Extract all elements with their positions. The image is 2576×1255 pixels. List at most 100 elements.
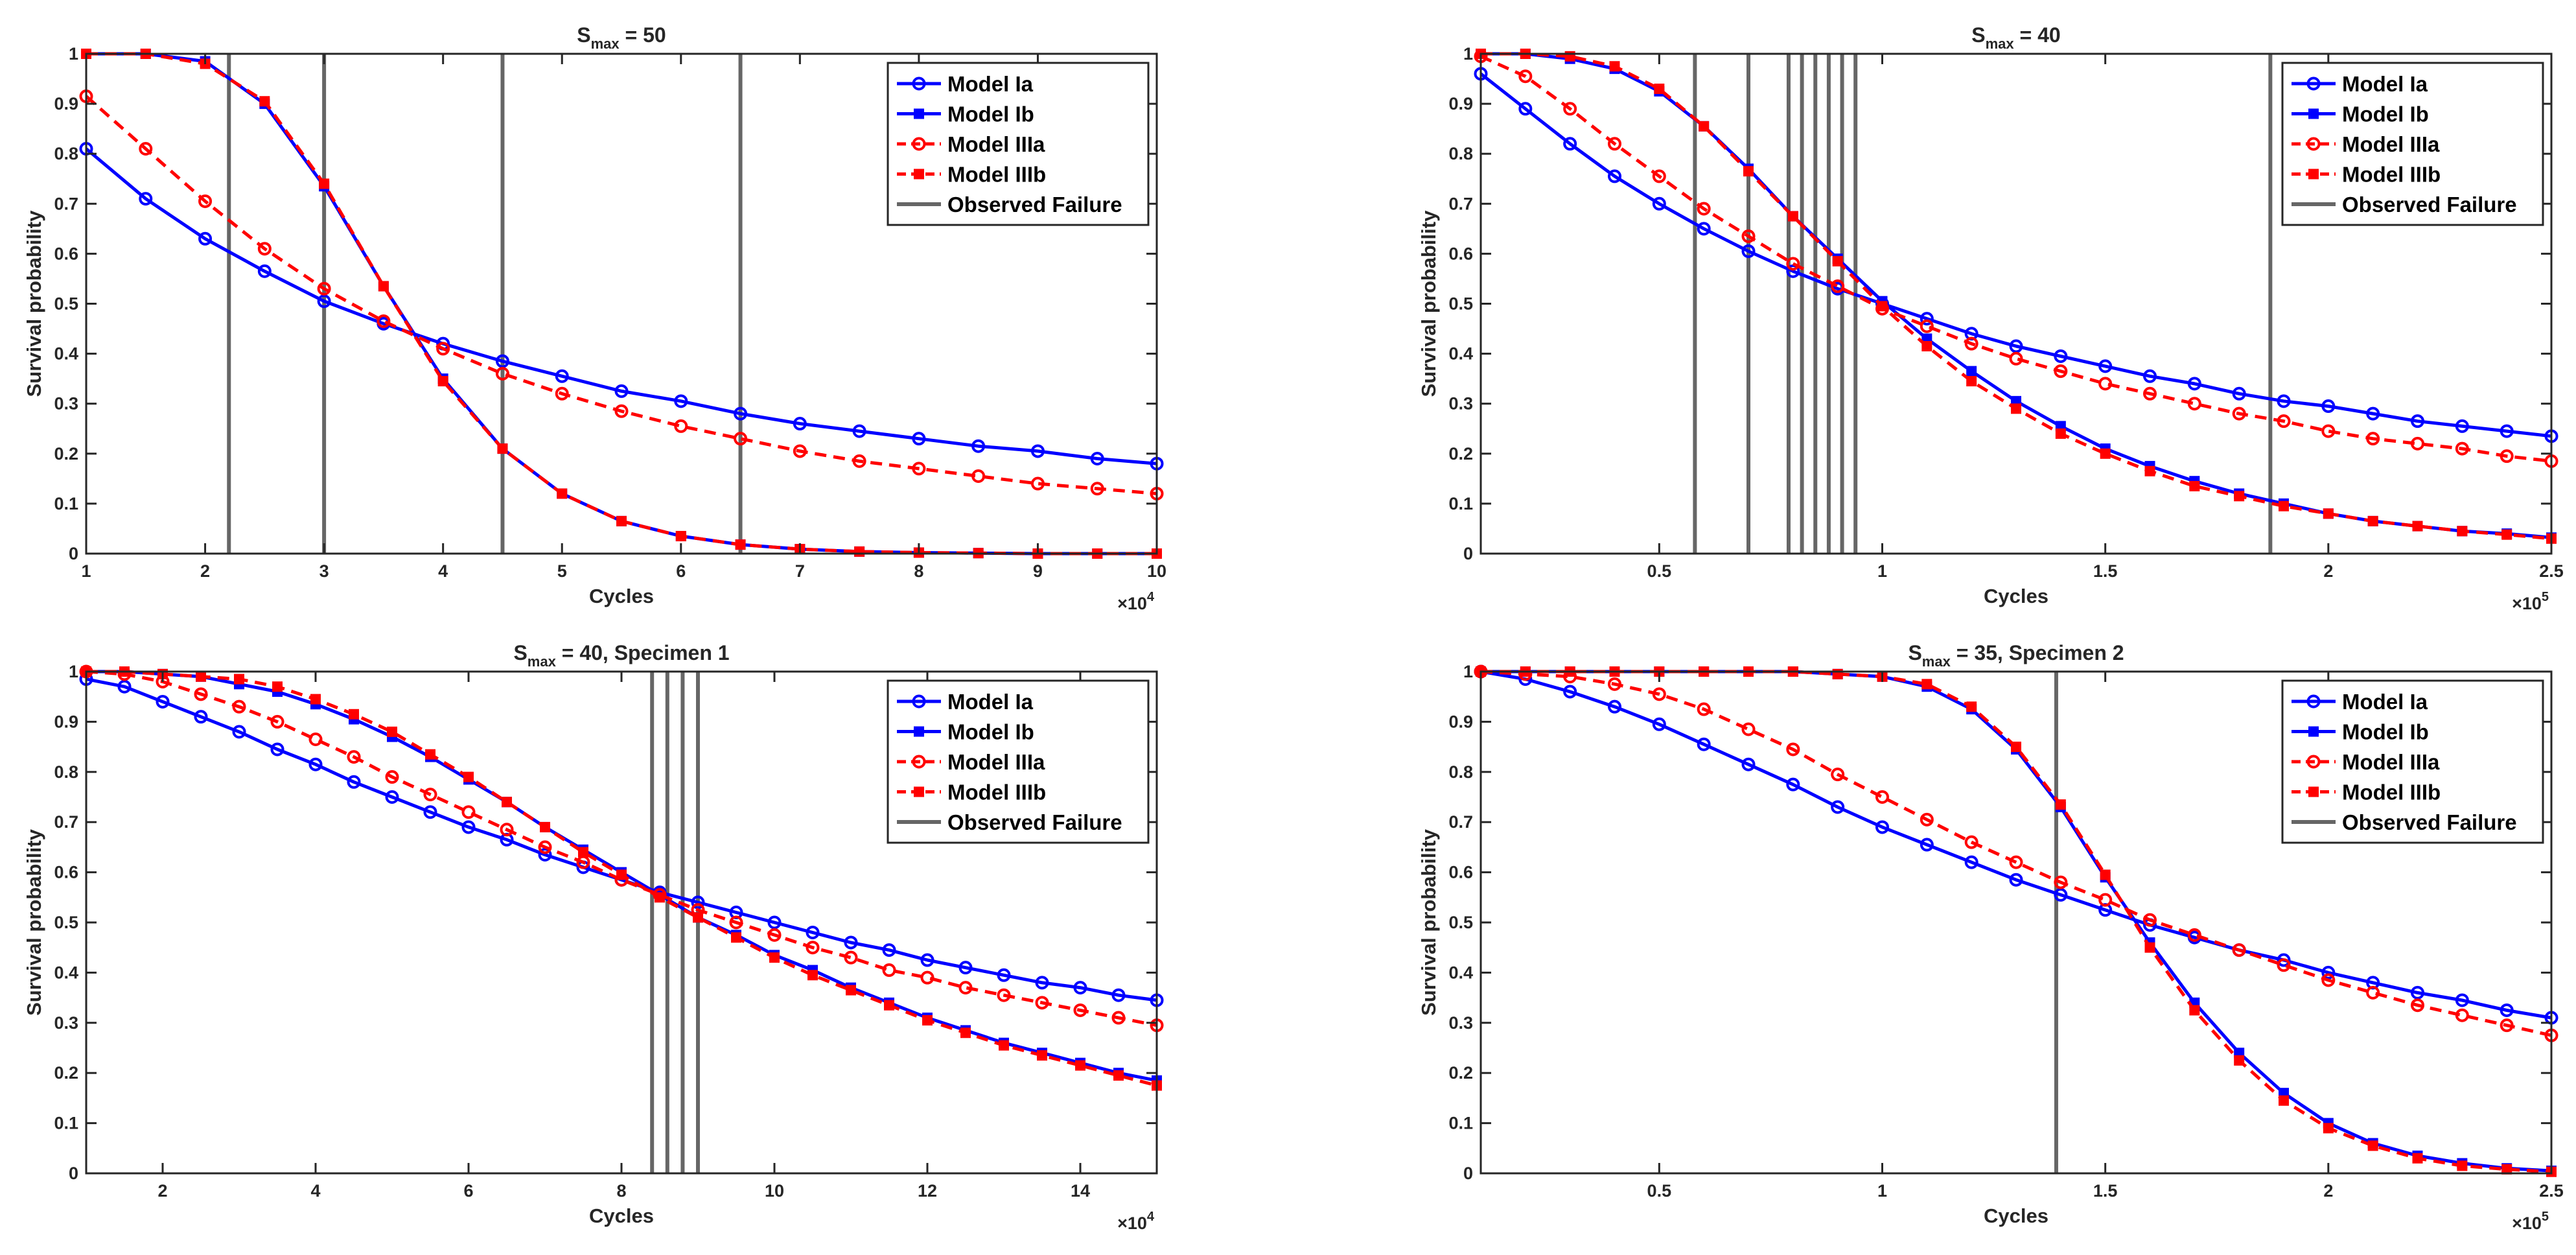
data-point xyxy=(2500,424,2514,438)
x-tick-label: 1 xyxy=(1877,561,1887,581)
data-point xyxy=(461,820,476,834)
series-line-Ia xyxy=(1480,670,2552,1020)
x-tick-label: 0.5 xyxy=(1647,561,1672,581)
legend: Model Ia Model Ib Model IIIa Model IIIb Obse… xyxy=(887,62,1150,226)
legend-marker xyxy=(914,169,924,180)
data-point xyxy=(156,694,170,709)
y-tick-label: 0 xyxy=(1463,544,1473,563)
x-tick-label: 4 xyxy=(438,561,448,581)
x-axis-multiplier: ×104 xyxy=(1117,590,1155,613)
series-Ia xyxy=(79,141,1164,471)
y-tick-label: 1 xyxy=(1463,44,1473,64)
data-point xyxy=(1518,102,1533,116)
y-tick-label: 0.6 xyxy=(1448,244,1473,263)
data-point xyxy=(2455,1008,2469,1022)
x-tick-label: 4 xyxy=(310,1181,320,1201)
data-point xyxy=(920,953,934,967)
data-point xyxy=(2411,985,2424,1000)
data-point xyxy=(385,770,399,784)
y-tick-label: 0 xyxy=(1463,1164,1473,1183)
data-point xyxy=(1920,812,1934,827)
data-point xyxy=(2277,953,2291,967)
y-tick-label: 0.1 xyxy=(54,1114,78,1133)
data-point xyxy=(2277,958,2291,972)
data-point xyxy=(1652,717,1666,731)
legend-marker xyxy=(914,726,924,737)
y-tick-label: 0.3 xyxy=(54,1013,78,1033)
data-point xyxy=(2412,521,2423,532)
data-point xyxy=(1035,996,1049,1010)
legend-marker xyxy=(2306,755,2321,769)
data-point xyxy=(198,194,213,208)
data-point xyxy=(691,895,705,909)
data-point xyxy=(1697,737,1711,751)
y-tick-label: 0.3 xyxy=(1448,1013,1473,1033)
y-tick-label: 0.2 xyxy=(1448,1063,1473,1083)
data-point xyxy=(2279,500,2289,511)
data-point xyxy=(502,797,512,808)
data-point xyxy=(2367,1140,2378,1151)
data-point xyxy=(920,970,934,985)
data-point xyxy=(1609,61,1620,72)
subplot-title: Smax = 40, Specimen 1 xyxy=(513,641,729,670)
data-point xyxy=(308,757,323,771)
y-tick-label: 0.7 xyxy=(1448,194,1473,213)
x-tick-label: 6 xyxy=(463,1181,473,1201)
data-point xyxy=(2321,399,2336,414)
data-point xyxy=(198,231,213,246)
data-point xyxy=(2098,377,2113,391)
data-point xyxy=(1921,341,1932,352)
data-point xyxy=(270,742,284,757)
legend-label: Model IIIa xyxy=(2342,750,2440,774)
data-point xyxy=(497,443,508,454)
data-point xyxy=(423,788,437,802)
subplot-smax-35-specimen-2: 0 0.1 0.2 0.3 0.4 0.5 0.6 0.7 0.8 0.9 1 0.5 1 1.5 2 2.5… xyxy=(1417,641,2564,1233)
legend-marker xyxy=(914,786,924,797)
legend-label: Model IIIb xyxy=(2342,780,2441,804)
data-point xyxy=(1786,777,1800,792)
data-point xyxy=(2143,369,2157,383)
data-point xyxy=(2234,1055,2245,1066)
data-point xyxy=(463,771,474,782)
data-point xyxy=(232,725,246,739)
x-tick-label: 9 xyxy=(1033,561,1043,581)
series-line-IIIa xyxy=(1480,670,2552,1037)
data-point xyxy=(971,439,986,453)
data-point xyxy=(272,681,283,692)
y-tick-label: 0.1 xyxy=(54,494,78,513)
data-point xyxy=(2323,508,2334,519)
data-point xyxy=(2098,359,2113,373)
data-point xyxy=(1964,855,1978,869)
data-point xyxy=(997,968,1011,982)
data-point xyxy=(139,141,153,156)
x-tick-label: 2.5 xyxy=(2539,1181,2564,1201)
data-point xyxy=(807,970,818,981)
data-point xyxy=(693,912,703,923)
y-tick-label: 0.3 xyxy=(1448,394,1473,414)
legend-label: Model IIIb xyxy=(947,163,1046,187)
data-point xyxy=(2321,424,2336,438)
legend-marker xyxy=(912,76,926,91)
data-point xyxy=(1111,988,1126,1002)
data-point xyxy=(2144,942,2155,953)
data-point xyxy=(1831,279,1845,294)
legend-label: Model Ib xyxy=(2342,102,2429,126)
data-point xyxy=(2143,386,2157,401)
data-point xyxy=(1697,222,1711,236)
data-point xyxy=(437,376,448,387)
data-point xyxy=(578,847,588,858)
y-axis-label: Survival probability xyxy=(23,828,45,1015)
data-point xyxy=(735,539,746,550)
data-point xyxy=(852,454,866,468)
y-tick-label: 0.5 xyxy=(1448,294,1473,314)
data-point xyxy=(1875,820,1889,834)
y-tick-label: 0.4 xyxy=(54,344,78,364)
data-point xyxy=(555,386,569,401)
data-point xyxy=(2232,406,2246,421)
series-IIIb xyxy=(1476,49,2557,544)
x-tick-label: 10 xyxy=(765,1181,784,1201)
series-IIIb xyxy=(81,666,1162,1091)
data-point xyxy=(2054,364,2068,379)
data-point xyxy=(1111,1011,1126,1025)
